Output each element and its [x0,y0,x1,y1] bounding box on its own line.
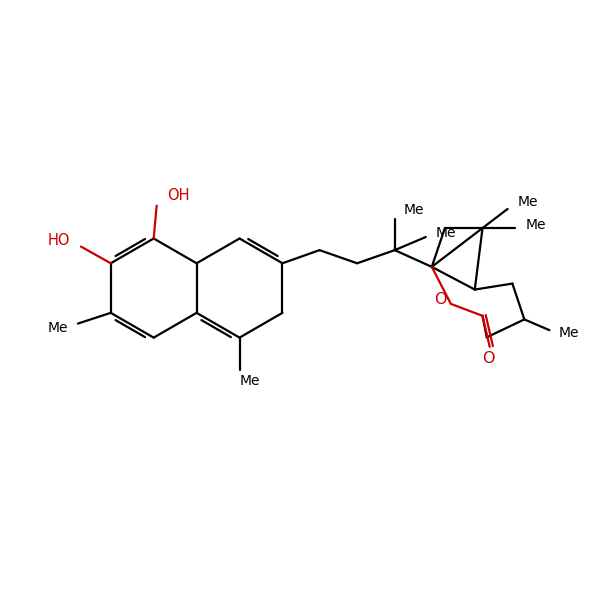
Text: Me: Me [404,203,424,217]
Text: Me: Me [240,374,260,388]
Text: OH: OH [167,188,190,203]
Text: Me: Me [517,195,538,209]
Text: Me: Me [436,226,456,241]
Text: HO: HO [47,233,70,248]
Text: Me: Me [47,321,68,335]
Text: Me: Me [526,218,546,232]
Text: Me: Me [559,326,580,340]
Text: O: O [434,292,446,307]
Text: O: O [482,352,495,367]
